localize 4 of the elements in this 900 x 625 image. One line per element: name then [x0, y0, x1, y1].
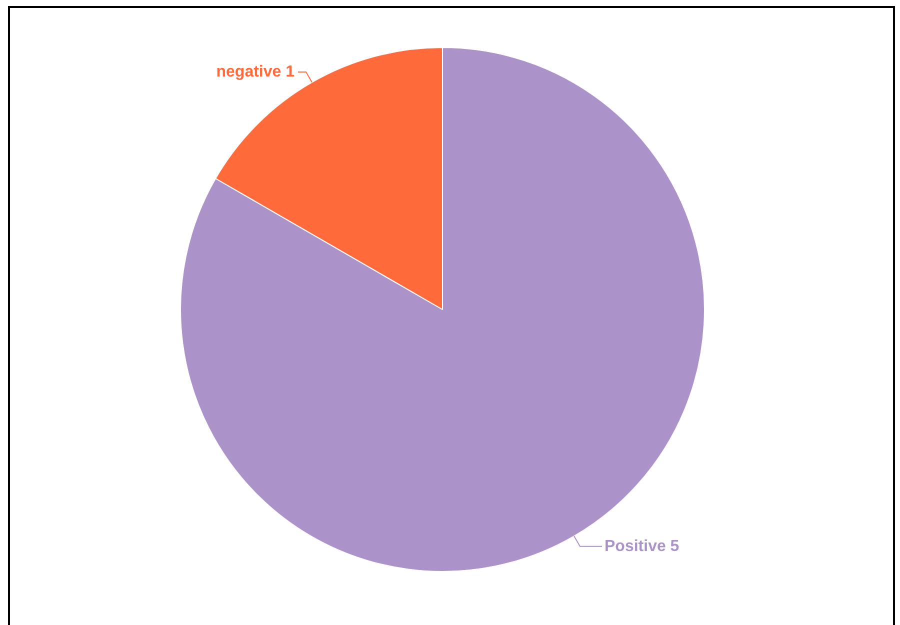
- data-label: 5: [670, 538, 680, 556]
- data-label: 1: [286, 64, 295, 81]
- slice-label: negative: [216, 64, 282, 81]
- slice-label: Positive: [604, 538, 666, 556]
